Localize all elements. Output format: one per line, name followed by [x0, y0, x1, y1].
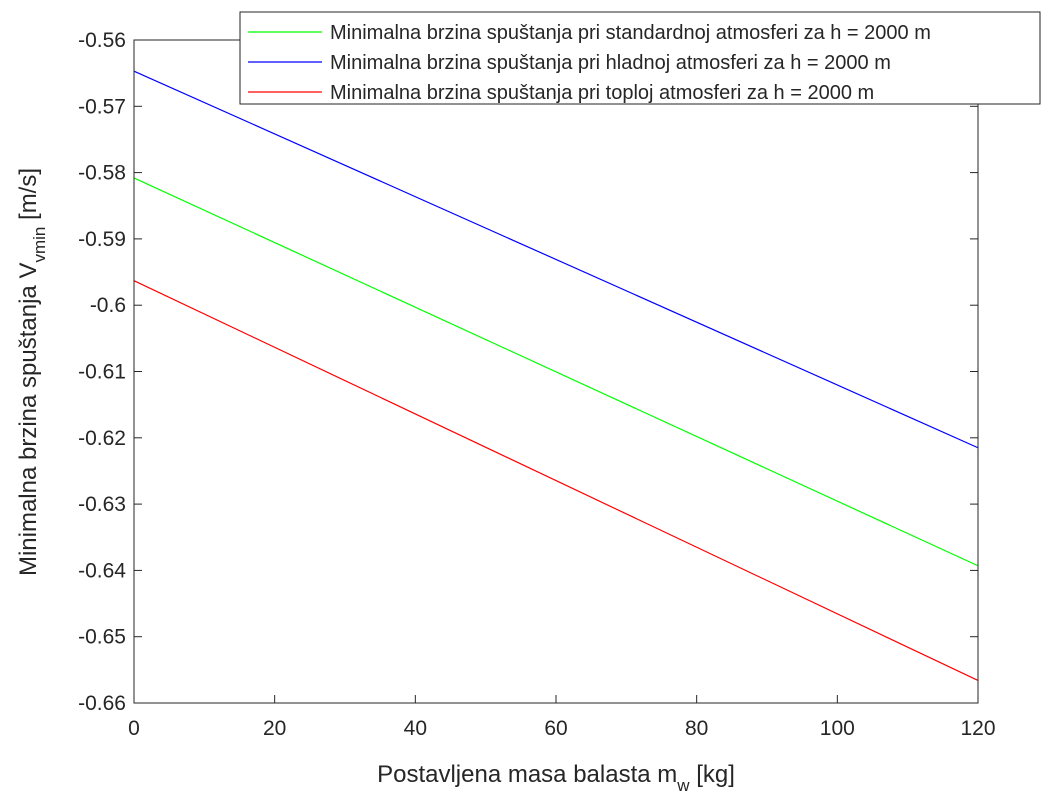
y-tick-label: -0.64	[78, 559, 126, 582]
x-axis-label: Postavljena masa balasta mw [kg]	[377, 761, 735, 792]
y-tick-label: -0.57	[78, 95, 126, 118]
legend-label: Minimalna brzina spuštanja pri standardn…	[330, 22, 931, 44]
y-tick-label: -0.56	[78, 29, 126, 52]
label-layer: 0 20 40 60 80 100 120 -0.56 -0.57 -0.58 -0.59 -0.6 -…	[78, 29, 995, 740]
x-tick-label: 20	[263, 717, 286, 740]
series-line	[133, 177, 979, 567]
series-layer	[133, 70, 979, 682]
legend-label: Minimalna brzina spuštanja pri hladnoj a…	[330, 52, 891, 74]
y-tick-label: -0.59	[78, 228, 126, 251]
x-tick-label: 80	[685, 717, 708, 740]
x-tick-label: 60	[544, 717, 567, 740]
x-tick-label: 0	[128, 717, 140, 740]
legend-entries: Minimalna brzina spuštanja pri standardn…	[248, 22, 931, 104]
legend-label: Minimalna brzina spuštanja pri toploj at…	[330, 82, 874, 104]
y-tick-label: -0.66	[78, 692, 126, 715]
y-tick-label: -0.62	[78, 427, 126, 450]
y-tick-label: -0.58	[78, 162, 126, 185]
series-line	[133, 280, 979, 682]
x-tick-label: 120	[960, 717, 995, 740]
legend-box	[239, 11, 1041, 105]
y-tick-label: -0.6	[90, 294, 126, 317]
x-tick-label: 40	[404, 717, 427, 740]
y-tick-label: -0.61	[78, 361, 126, 384]
y-tick-label: -0.63	[78, 493, 126, 516]
y-axis-label: Minimalna brzina spuštanja Vvmin [m/s]	[15, 168, 49, 576]
x-tick-label: 100	[820, 717, 855, 740]
y-tick-label: -0.65	[78, 626, 126, 649]
series-line	[133, 70, 979, 449]
legend: Minimalna brzina spuštanja pri standardn…	[239, 11, 1041, 105]
